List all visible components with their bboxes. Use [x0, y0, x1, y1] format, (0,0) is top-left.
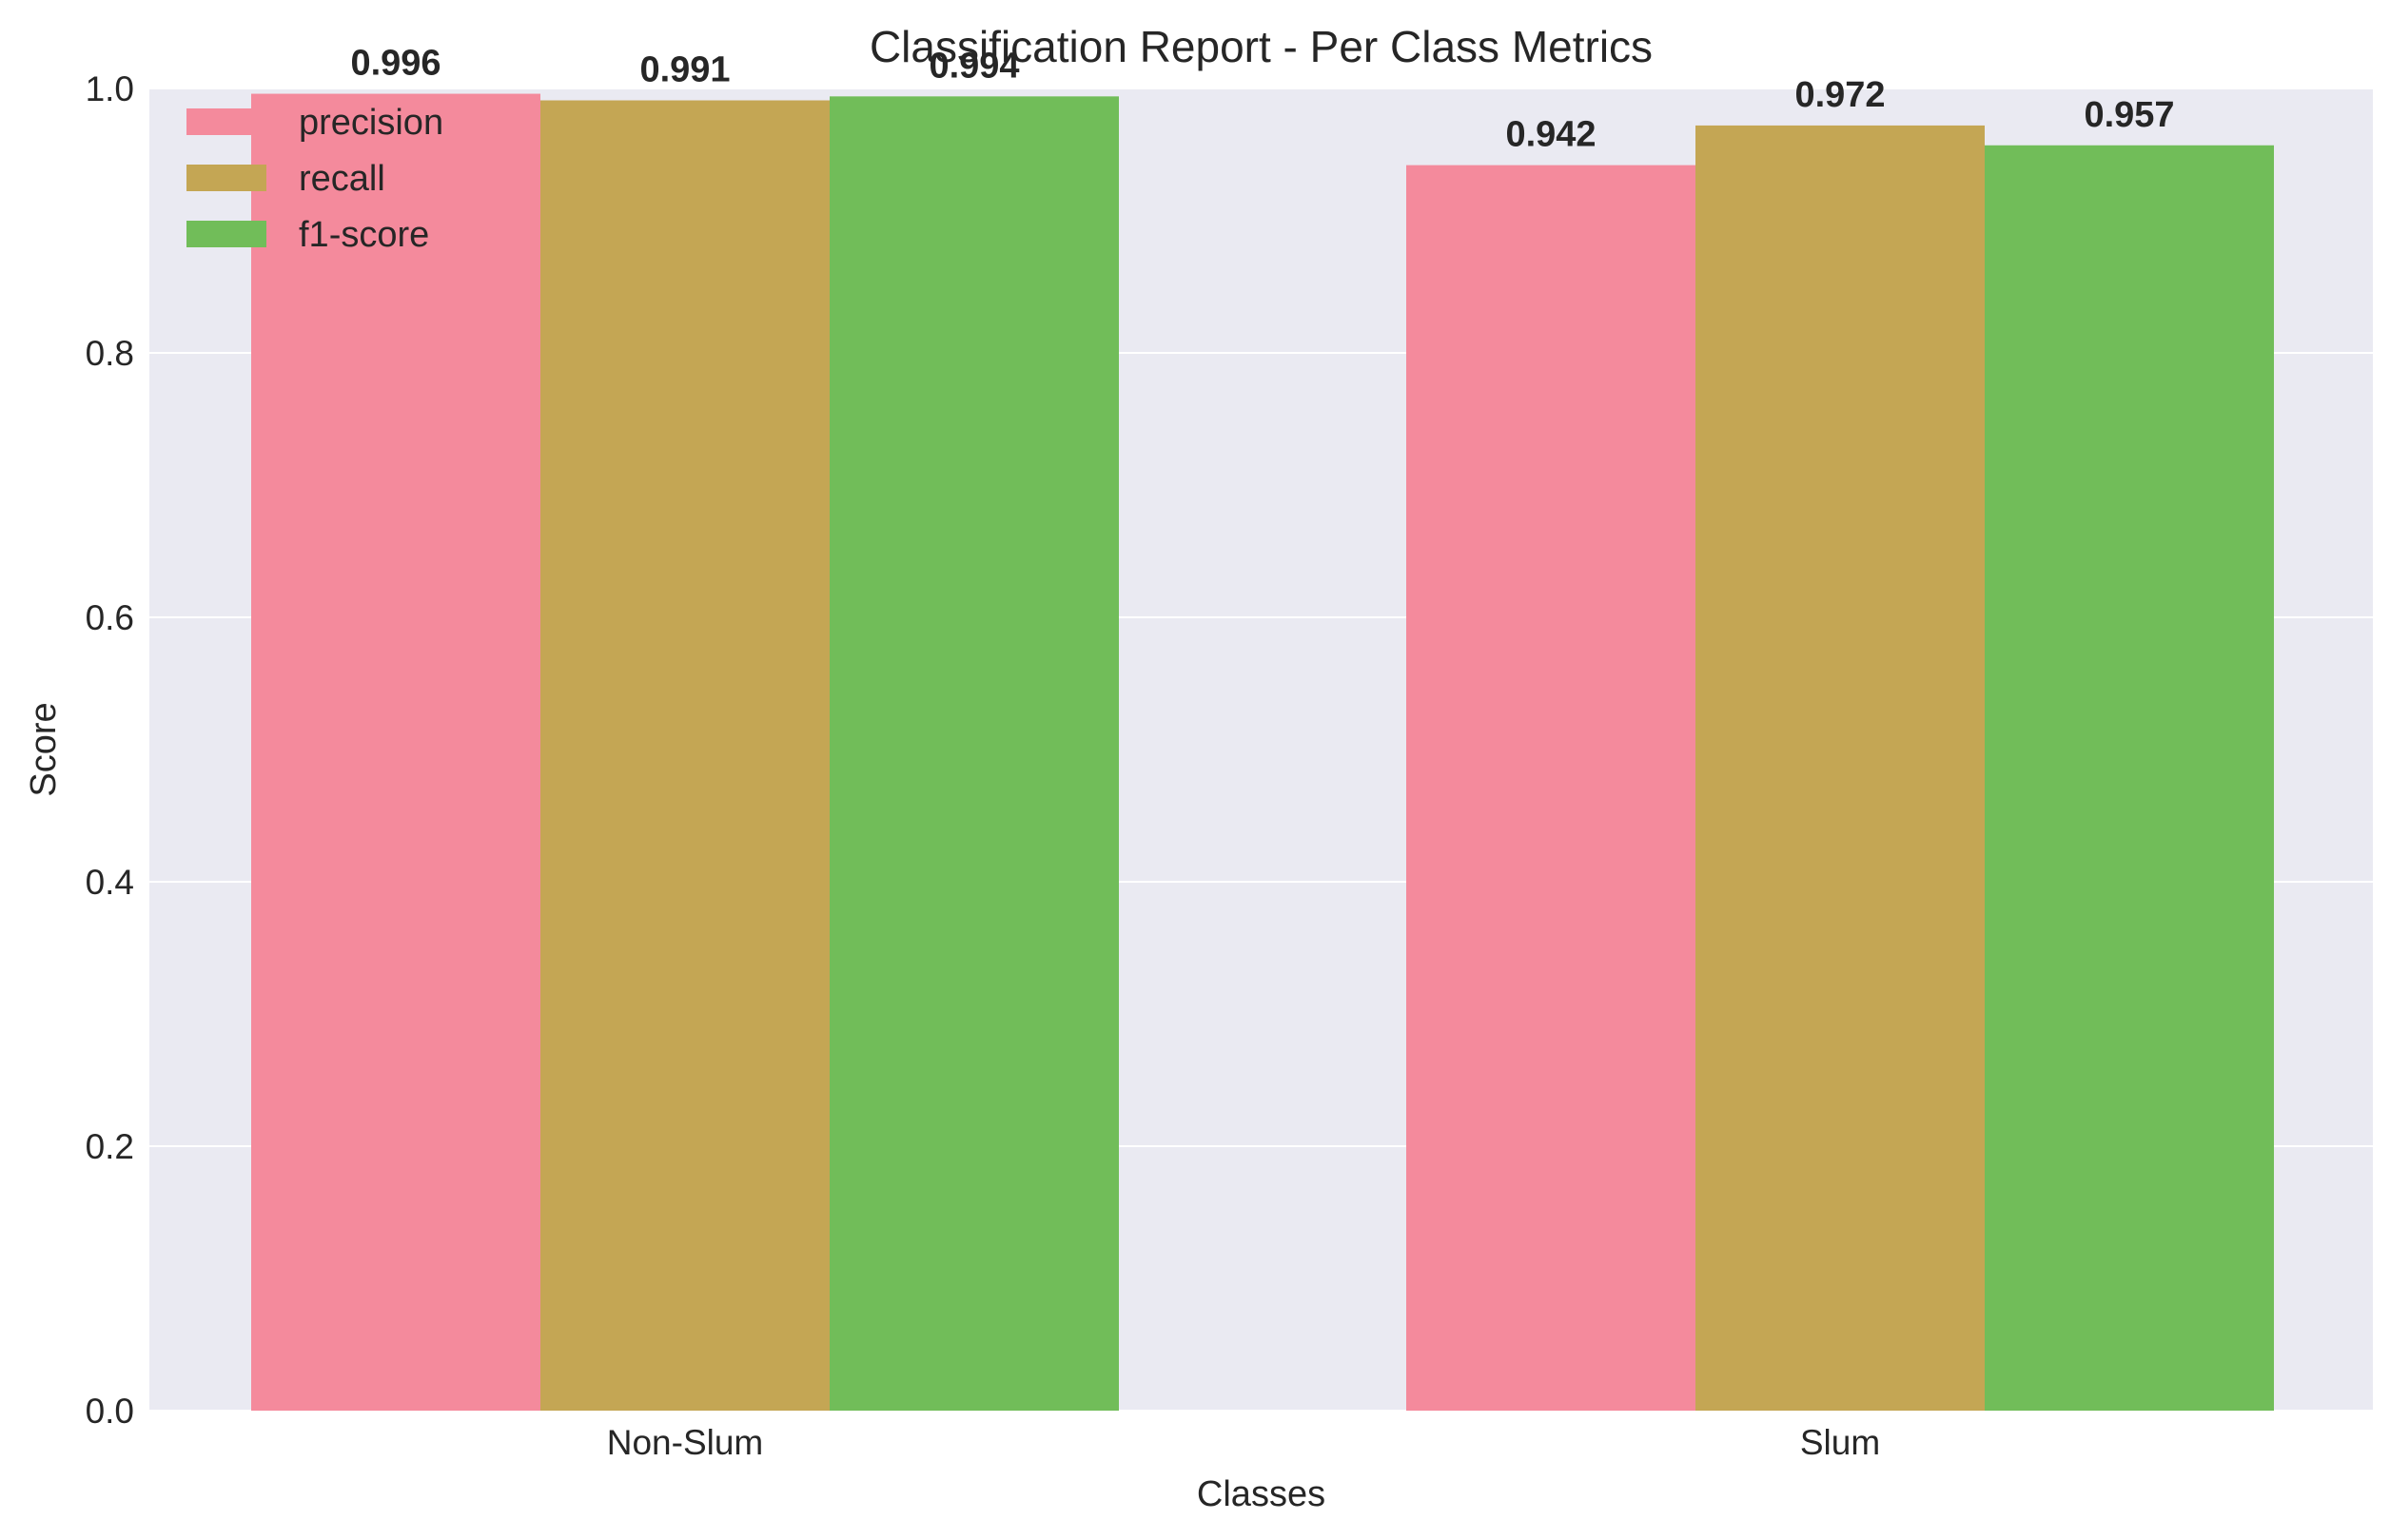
legend-swatch-recall	[186, 165, 266, 191]
legend-label: f1-score	[299, 215, 429, 255]
legend-swatch-f1-score	[186, 221, 266, 247]
bars	[251, 93, 2274, 1412]
y-axis-ticks: 0.0 0.2 0.4 0.6 0.8 1.0	[86, 69, 134, 1431]
bar-recall-non-slum	[540, 100, 830, 1411]
y-tick-label: 0.0	[86, 1392, 134, 1431]
legend-label: precision	[299, 103, 443, 143]
y-tick-label: 1.0	[86, 69, 134, 108]
x-tick-label: Slum	[1800, 1423, 1880, 1462]
data-label: 0.996	[350, 44, 441, 84]
y-tick-label: 0.8	[86, 334, 134, 373]
y-axis-label: Score	[24, 702, 64, 796]
data-labels: 0.996 0.942 0.991 0.972 0.994 0.957	[350, 44, 2174, 155]
legend-label: recall	[299, 159, 385, 199]
y-tick-label: 0.6	[86, 598, 134, 637]
legend: precision recall f1-score	[186, 103, 443, 255]
y-tick-label: 0.4	[86, 863, 134, 902]
y-tick-label: 0.2	[86, 1127, 134, 1166]
data-label: 0.957	[2084, 95, 2174, 135]
legend-swatch-precision	[186, 108, 266, 135]
data-label: 0.991	[639, 50, 730, 90]
x-axis-ticks: Non-Slum Slum	[607, 1423, 1880, 1462]
bar-precision-non-slum	[251, 93, 540, 1411]
x-axis-label: Classes	[1197, 1474, 1325, 1514]
bar-precision-slum	[1406, 165, 1695, 1411]
chart-title: Classification Report - Per Class Metric…	[870, 22, 1653, 71]
data-label: 0.942	[1505, 115, 1596, 155]
data-label: 0.994	[929, 46, 1019, 86]
bar-f1-score-slum	[1985, 145, 2274, 1411]
x-tick-label: Non-Slum	[607, 1423, 764, 1462]
bar-recall-slum	[1695, 125, 1985, 1411]
bar-f1-score-non-slum	[830, 96, 1119, 1412]
data-label: 0.972	[1794, 75, 1885, 115]
